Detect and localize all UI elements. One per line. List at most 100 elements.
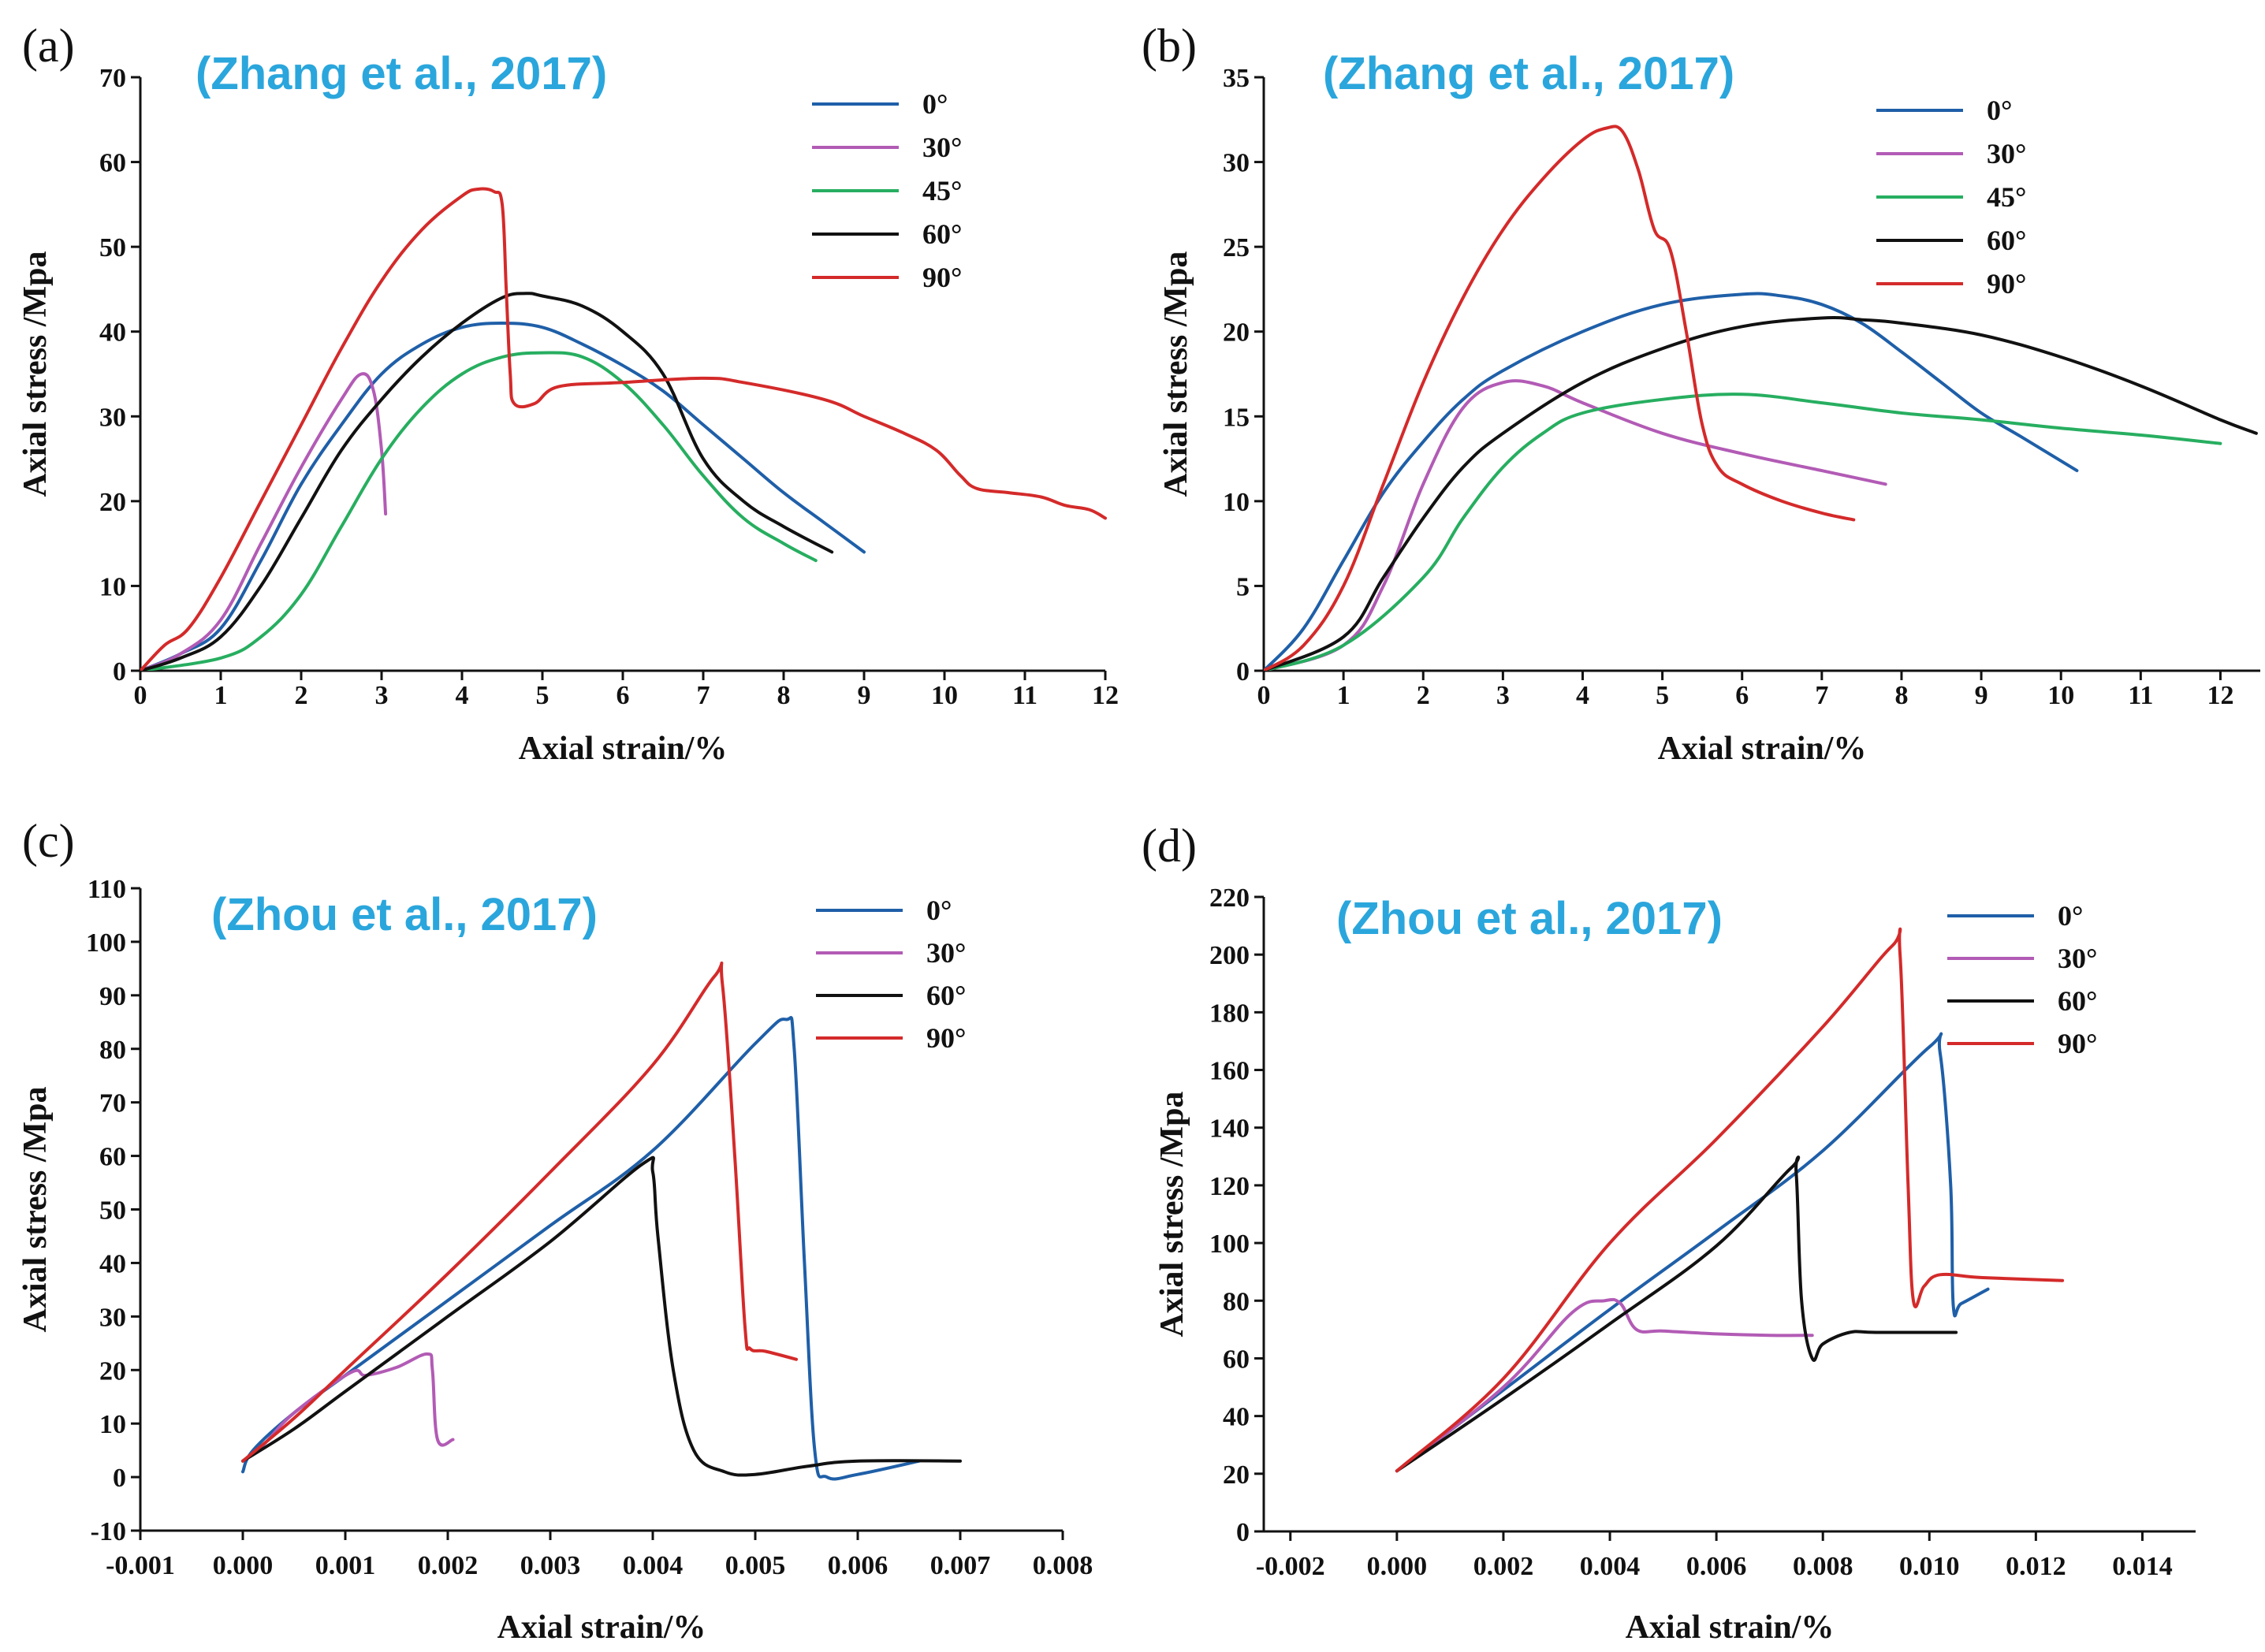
series-group <box>241 961 962 1481</box>
series-line-30deg <box>1264 379 1887 671</box>
y-tick-label: 30 <box>1223 149 1250 178</box>
legend-label: 90° <box>922 262 962 293</box>
y-tick-label: 40 <box>99 1249 126 1278</box>
x-tick-label: 11 <box>2128 681 2153 710</box>
y-tick-label: 10 <box>1223 488 1250 517</box>
y-tick-label: 60 <box>99 1143 126 1172</box>
source-citation: (Zhang et al., 2017) <box>196 48 607 99</box>
x-tick-label: 0.000 <box>1367 1552 1428 1581</box>
x-tick-label: 0.005 <box>725 1551 786 1580</box>
y-tick-label: 50 <box>99 1196 126 1226</box>
y-tick-label: 220 <box>1209 884 1250 913</box>
series-group <box>1264 125 2258 671</box>
series-line-60deg <box>1395 1155 1958 1473</box>
series-line-0deg <box>140 322 866 671</box>
x-tick-label: 8 <box>1894 681 1908 710</box>
legend-label: 60° <box>1987 225 2026 256</box>
y-tick-label: 15 <box>1223 403 1250 432</box>
x-axis-label: Axial strain/% <box>1658 731 1867 767</box>
x-tick-label: 4 <box>456 681 469 710</box>
x-tick-label: 6 <box>1735 681 1749 710</box>
legend-label: 90° <box>926 1022 966 1054</box>
x-tick-label: 11 <box>1012 681 1038 710</box>
x-tick-label: 0.010 <box>1899 1552 1960 1581</box>
y-axis-label: Axial stress /Mpa <box>17 251 54 497</box>
x-tick-label: 3 <box>375 681 389 710</box>
x-tick-label: 0.002 <box>1473 1552 1534 1581</box>
y-tick-label: 180 <box>1209 999 1250 1028</box>
legend: 0° 30° 45° 60° 90° <box>1876 95 2026 300</box>
y-tick-label: 100 <box>86 928 126 958</box>
legend-label: 45° <box>1987 181 2026 213</box>
y-tick-label: 0 <box>1236 657 1250 686</box>
x-tick-label: 0.006 <box>1686 1552 1747 1581</box>
y-tick-label: 100 <box>1209 1230 1250 1259</box>
y-tick-label: 140 <box>1209 1114 1250 1144</box>
x-tick-label: 0.008 <box>1793 1552 1853 1581</box>
legend: 0° 30° 45° 60° 90° <box>812 88 962 293</box>
legend-label: 60° <box>926 980 966 1011</box>
x-tick-label: 5 <box>536 681 549 710</box>
series-group <box>140 187 1107 671</box>
source-citation: (Zhang et al., 2017) <box>1323 48 1734 99</box>
chart-panel-c: -10 0 10 20 30 40 50 60 70 80 90 100 110 -0.001 0.000 0… <box>17 815 1093 1646</box>
legend-label: 90° <box>2058 1028 2097 1059</box>
x-tick-label: 1 <box>214 681 228 710</box>
legend-label: 0° <box>922 88 948 120</box>
legend-label: 60° <box>2058 985 2097 1017</box>
y-tick-label: 200 <box>1209 941 1250 970</box>
x-axis-label: Axial strain/% <box>1626 1609 1835 1646</box>
legend-label: 0° <box>2058 900 2083 932</box>
series-line-0deg <box>241 1016 921 1481</box>
x-tick-label: 6 <box>617 681 630 710</box>
x-tick-label: 3 <box>1496 681 1510 710</box>
y-tick-label: 160 <box>1209 1057 1250 1086</box>
x-tick-label: 1 <box>1337 681 1350 710</box>
y-tick-label: 20 <box>1223 318 1250 348</box>
x-tick-label: 0.003 <box>520 1551 581 1580</box>
y-tick-label: 40 <box>1223 1403 1250 1432</box>
series-line-45deg <box>140 351 818 671</box>
series-line-90deg <box>1264 125 1856 671</box>
y-tick-label: 40 <box>99 318 126 348</box>
source-citation: (Zhou et al., 2017) <box>211 889 598 940</box>
x-tick-label: 7 <box>697 681 710 710</box>
series-line-90deg <box>1395 927 2065 1473</box>
x-tick-label: 7 <box>1815 681 1828 710</box>
y-tick-label: 10 <box>99 1410 126 1439</box>
legend-label: 90° <box>1987 268 2026 300</box>
y-tick-label: 80 <box>99 1036 126 1065</box>
series-group <box>1395 927 2065 1473</box>
x-tick-label: 0.004 <box>1580 1552 1641 1581</box>
x-tick-label: 0.002 <box>418 1551 479 1580</box>
x-axis-label: Axial strain/% <box>497 1609 706 1646</box>
legend-label: 0° <box>1987 95 2012 126</box>
y-tick-label: 70 <box>99 64 126 93</box>
legend-label: 60° <box>922 218 962 250</box>
legend-label: 30° <box>922 132 962 163</box>
x-tick-label: 10 <box>2047 681 2074 710</box>
y-tick-label: 0 <box>113 657 126 686</box>
x-tick-label: 0.012 <box>2006 1552 2066 1581</box>
series-line-90deg <box>241 961 798 1463</box>
y-tick-label: 110 <box>88 875 126 904</box>
y-tick-label: 60 <box>99 149 126 178</box>
series-line-60deg <box>1264 316 2258 671</box>
x-tick-label: 4 <box>1576 681 1589 710</box>
x-tick-label: 0 <box>134 681 147 710</box>
x-tick-label: 0.014 <box>2112 1552 2173 1581</box>
y-tick-label: -10 <box>91 1517 126 1546</box>
x-tick-label: 0.001 <box>315 1551 376 1580</box>
legend: 0° 30° 60° 90° <box>816 895 966 1054</box>
series-line-45deg <box>1264 393 2222 671</box>
y-tick-label: 50 <box>99 233 126 262</box>
x-tick-label: -0.001 <box>106 1551 175 1580</box>
y-tick-label: 35 <box>1223 64 1250 93</box>
series-line-0deg <box>1395 1032 1990 1473</box>
x-tick-label: 2 <box>295 681 308 710</box>
panel-label: (c) <box>22 815 75 867</box>
series-line-30deg <box>140 372 388 671</box>
legend-label: 0° <box>926 895 952 926</box>
y-tick-label: 60 <box>1223 1345 1250 1374</box>
